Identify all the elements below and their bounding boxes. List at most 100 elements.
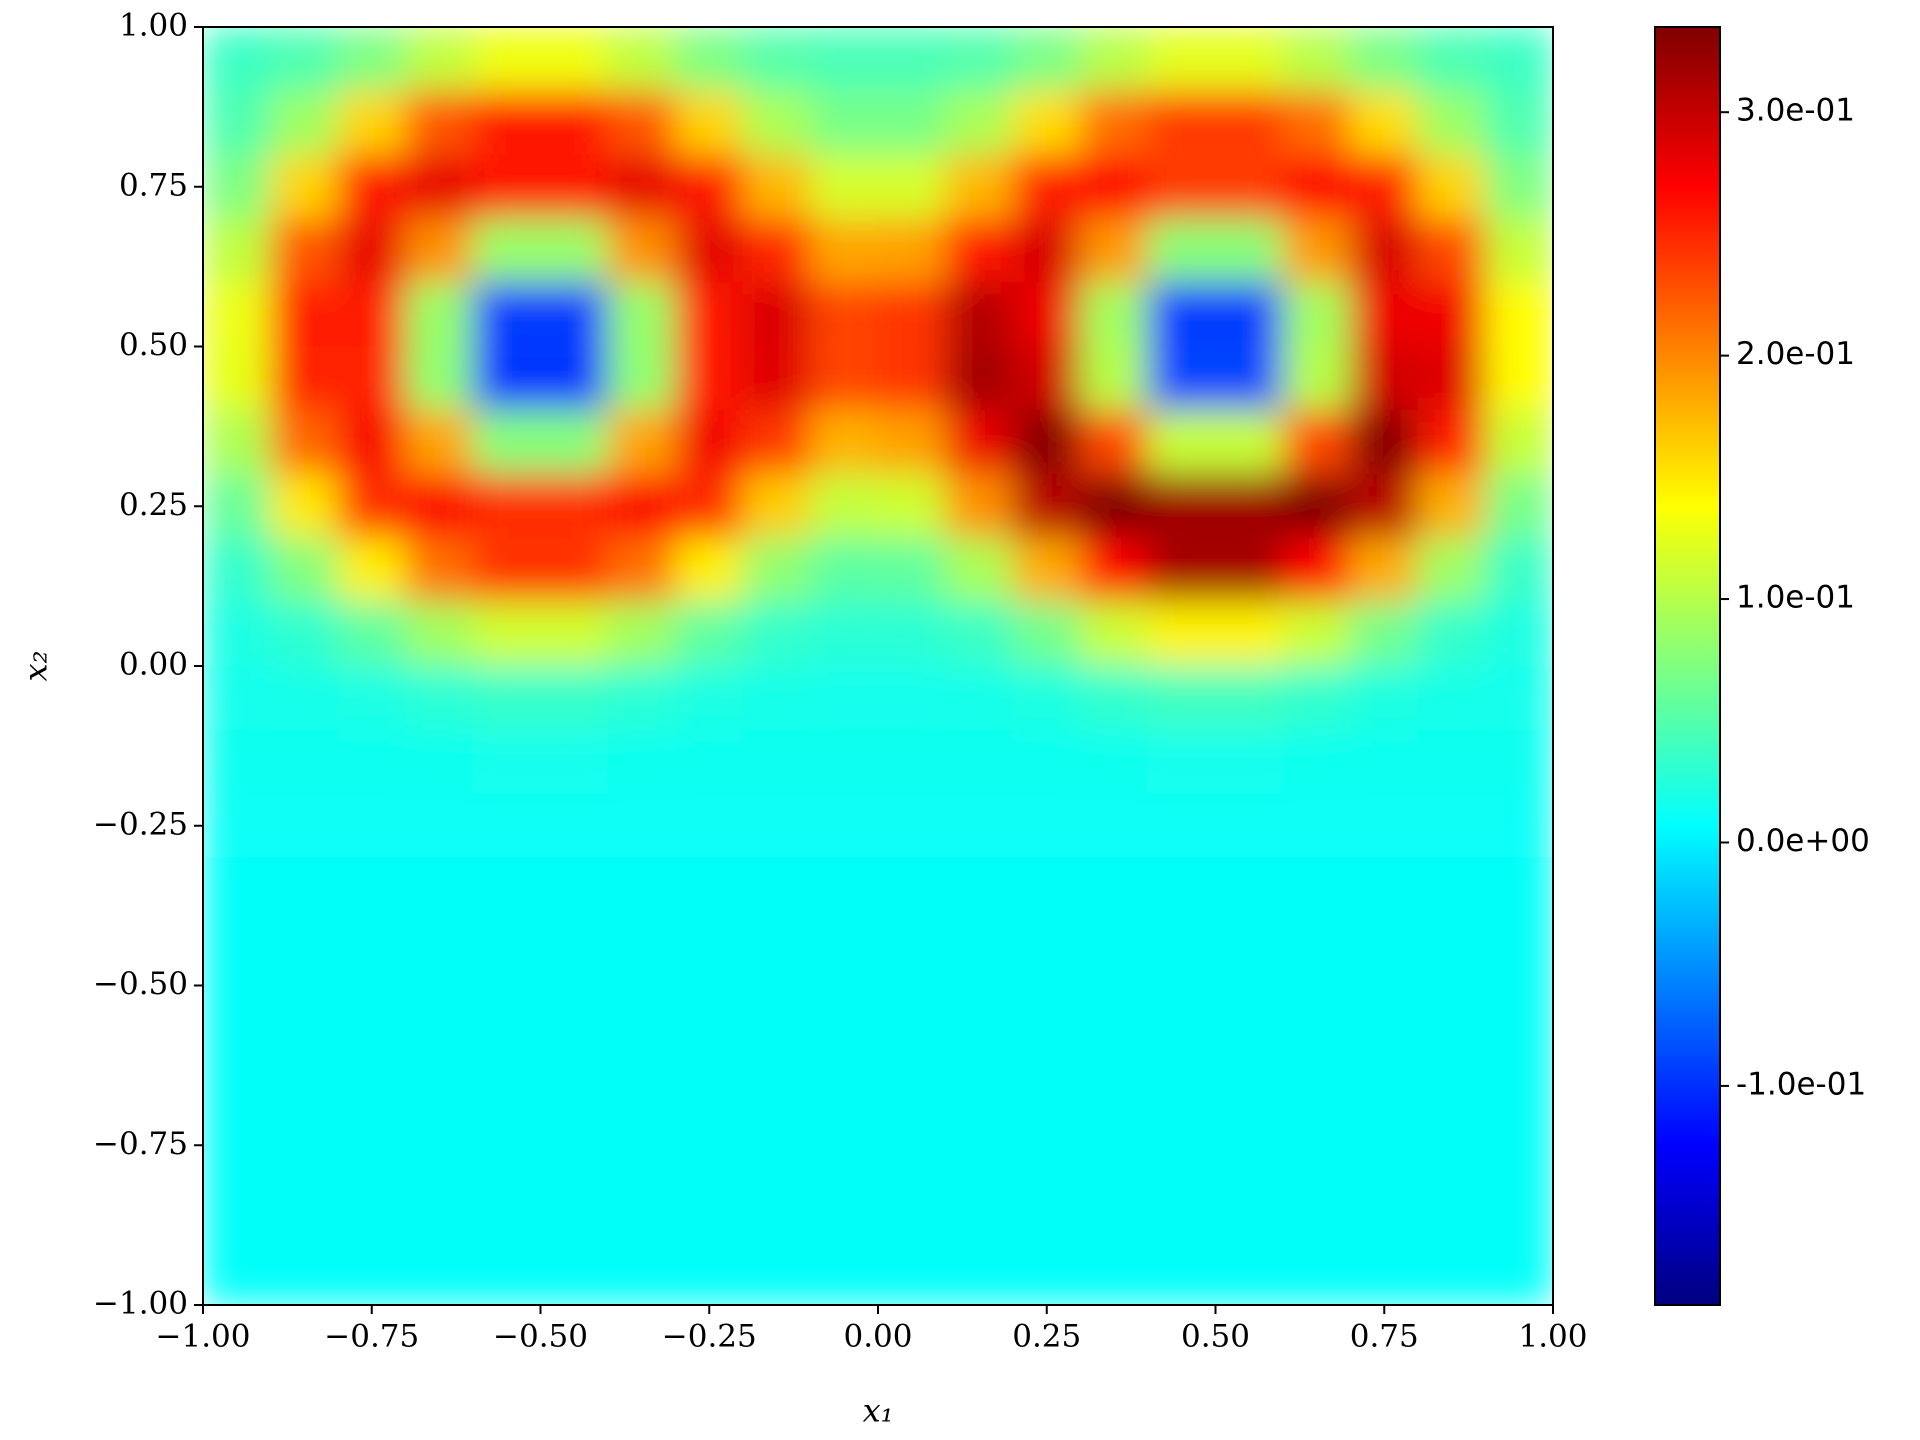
heat-cell — [1147, 473, 1216, 539]
heat-cell — [270, 921, 339, 986]
x-tick-label: −1.00 — [156, 1319, 251, 1355]
heat-cell — [1485, 1048, 1553, 1114]
heat-cell — [1350, 154, 1419, 220]
heat-cell — [810, 90, 879, 156]
heat-cell — [472, 154, 541, 220]
heat-cell — [1282, 985, 1351, 1050]
heat-cell — [472, 218, 541, 284]
heat-cell — [337, 537, 406, 603]
heat-cell — [405, 282, 474, 347]
heat-cell — [405, 1048, 474, 1114]
heat-cell — [675, 1176, 744, 1242]
heat-cell — [1215, 1112, 1284, 1178]
heat-cell — [945, 1240, 1014, 1305]
heat-cell — [1282, 346, 1351, 411]
heat-cell — [1282, 1176, 1351, 1242]
heat-cell — [405, 665, 474, 731]
heat-cell — [810, 921, 879, 986]
heat-cell — [1350, 409, 1419, 475]
heat-cell — [540, 857, 609, 923]
heat-cell — [607, 985, 676, 1050]
heat-cell — [1417, 921, 1486, 986]
heat-cell — [540, 154, 609, 220]
heat-cell — [1350, 1240, 1419, 1305]
heat-cell — [945, 346, 1014, 411]
heat-cell — [405, 1240, 474, 1305]
heat-cell — [337, 409, 406, 475]
heat-cell — [1080, 473, 1149, 539]
heat-cell — [1417, 1048, 1486, 1114]
heat-cell — [1147, 90, 1216, 156]
heat-cell — [270, 27, 339, 92]
heat-cell — [1485, 601, 1553, 667]
heat-cell — [1080, 1176, 1149, 1242]
heat-cell — [1485, 537, 1553, 603]
heat-cell — [270, 282, 339, 347]
heat-cell — [877, 921, 946, 986]
heat-cell — [1147, 1240, 1216, 1305]
heat-cell — [742, 985, 811, 1050]
heat-cell — [405, 346, 474, 411]
heat-cell — [203, 601, 271, 667]
heat-cell — [877, 665, 946, 731]
heat-cell — [1485, 985, 1553, 1050]
heat-cell — [675, 857, 744, 923]
heat-cell — [203, 90, 271, 156]
heat-cell — [1012, 218, 1081, 284]
heat-cell — [1215, 857, 1284, 923]
heat-cell — [675, 985, 744, 1050]
heat-cell — [1215, 473, 1284, 539]
heat-cell — [1350, 537, 1419, 603]
heat-cell — [1215, 282, 1284, 347]
heat-cell — [742, 346, 811, 411]
heat-cell — [337, 346, 406, 411]
heat-cell — [810, 409, 879, 475]
heat-cell — [1080, 1240, 1149, 1305]
heat-cell — [607, 537, 676, 603]
heat-cell — [405, 90, 474, 156]
heat-cell — [1485, 1176, 1553, 1242]
heat-cell — [607, 1176, 676, 1242]
heat-cell — [1080, 282, 1149, 347]
heat-cell — [675, 793, 744, 859]
heat-cell — [607, 601, 676, 667]
heat-cell — [877, 1112, 946, 1178]
heat-cell — [1147, 27, 1216, 92]
heat-cell — [945, 921, 1014, 986]
heat-cell — [877, 1176, 946, 1242]
heat-cell — [742, 1048, 811, 1114]
heat-cell — [1282, 1048, 1351, 1114]
heat-cell — [1147, 665, 1216, 731]
y-tick-label: −0.50 — [93, 966, 188, 1002]
heat-cell — [945, 1048, 1014, 1114]
heat-cell — [742, 154, 811, 220]
heat-cell — [877, 1048, 946, 1114]
heat-cell — [742, 537, 811, 603]
heat-cell — [337, 27, 406, 92]
heat-cell — [405, 218, 474, 284]
heat-cell — [1012, 1240, 1081, 1305]
heat-cell — [540, 793, 609, 859]
heat-cell — [945, 154, 1014, 220]
heat-cell — [877, 793, 946, 859]
heat-cell — [945, 857, 1014, 923]
colorbar — [1654, 26, 1721, 1306]
heat-cell — [203, 1048, 271, 1114]
heat-cell — [1282, 537, 1351, 603]
heat-cell — [877, 90, 946, 156]
heat-cell — [270, 90, 339, 156]
heat-cell — [472, 1048, 541, 1114]
heat-cell — [270, 473, 339, 539]
heat-cell — [540, 985, 609, 1050]
heat-cell — [742, 1112, 811, 1178]
heat-cell — [1012, 985, 1081, 1050]
heat-cell — [337, 985, 406, 1050]
heat-cell — [1147, 218, 1216, 284]
heat-cell — [270, 985, 339, 1050]
heat-cell — [540, 1240, 609, 1305]
y-tick-label: 0.00 — [119, 647, 188, 683]
heat-cell — [675, 729, 744, 795]
heat-cell — [472, 793, 541, 859]
heat-cell — [945, 665, 1014, 731]
